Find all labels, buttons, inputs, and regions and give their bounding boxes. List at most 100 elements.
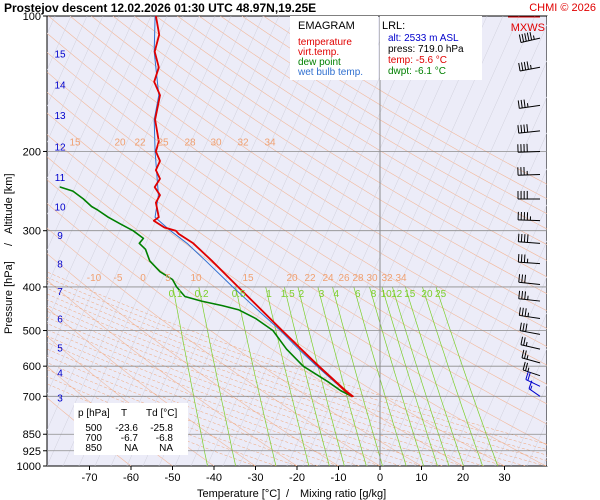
altitude-tick-label: 14 [54,81,66,92]
reference-line [47,16,216,395]
info-press: press: 719.0 hPa [388,44,464,55]
table-header: T [121,408,127,419]
y-tick-label: 100 [23,11,41,23]
theta-label: 15 [69,137,81,148]
wind-barb-flag [518,274,521,283]
dry-adiabat-line [91,16,547,312]
table-cell: -6.7 [121,433,139,444]
dry-adiabat-line [47,51,547,385]
wind-barb-flag [517,100,520,109]
reference-line [254,16,456,466]
legend-item-wet-bulb: wet bulb temp. [297,67,363,78]
reference-line [318,16,520,466]
wind-barb-staff [518,130,541,134]
wind-barbs [508,16,541,397]
wind-barb-staff [518,150,541,153]
mixing-ratio-label: 0.1 [169,289,183,300]
reference-line [47,16,136,215]
reference-line [334,16,536,466]
y-tick-label: 925 [23,446,41,458]
reference-line [0,16,23,466]
x-axis-label: Temperature [°C] [197,488,280,500]
wind-barb-staff [518,241,541,244]
altitude-tick-label: 13 [54,111,66,122]
wind-barb-flag [523,234,526,243]
theta-label: 10 [190,273,202,284]
wind-barb-staff [522,369,541,377]
wind-barb-staff [520,344,541,350]
wind-barb-flag [521,274,524,283]
info-title: LRL: [382,20,405,32]
y-tick-label: 200 [23,146,41,158]
altitude-tick-label: 12 [54,143,66,154]
reference-line [47,16,232,431]
moist-adiabat-line [47,276,547,450]
theta-label: 30 [210,137,222,148]
reference-line [78,16,280,466]
moist-adiabat-line [47,282,547,456]
wind-barb-flag [524,274,527,283]
data-table: p [hPa] T Td [°C] 500 -23.6 -25.8 700 -6… [74,403,188,455]
wind-barb-flag [520,233,523,243]
altitude-tick-label: 7 [57,287,63,298]
reference-line [222,16,424,466]
info-box-bg [380,16,482,80]
wind-barb-flag [517,254,520,263]
x-tick-label: -60 [123,472,139,484]
theta-label: 15 [242,273,254,284]
dry-adiabat-line [177,16,547,245]
x-tick-label: 0 [377,472,383,484]
y-axis-label: Pressure [hPa] [3,261,15,334]
theta-label: 32 [381,273,393,284]
x-tick-label: 20 [457,472,469,484]
altitude-tick-label: 10 [54,202,66,213]
y-tick-label: 300 [23,226,41,238]
reference-line [206,16,408,466]
x-tick-label: -70 [82,472,98,484]
x-tick-label: 30 [498,472,510,484]
table-cell: 500 [85,423,102,434]
dry-adiabat-line [112,16,547,295]
reference-line [47,16,248,466]
wind-barb-flag [529,31,533,41]
wind-barb-flag [521,291,524,300]
reference-line [94,16,296,466]
series-line-temperature [152,16,354,398]
reference-line [494,348,547,466]
wind-barb-half [526,355,529,360]
dry-adiabat-line [47,71,547,405]
wind-barb-flag [526,124,529,133]
legend-item-virt-temp: virt.temp. [298,47,339,58]
wind-barb-staff [528,388,541,397]
wind-barb-flag [524,308,527,317]
mixing-ratio-label: 10 [381,289,393,300]
wind-barb-staff [518,173,541,176]
x-tick-label: 10 [415,472,427,484]
dry-adiabat-line [47,91,547,425]
reference-line [286,16,488,466]
wind-barb-flag [525,362,529,371]
theta-label: 28 [352,273,364,284]
reference-line [47,16,168,287]
x-tick-label: -40 [206,472,222,484]
wind-barb-staff [525,379,541,387]
wind-barb-half [527,312,530,317]
x-axis-title: Temperature [°C] / Mixing ratio [g/kg] [197,488,386,500]
altitude-tick-label: 15 [54,49,66,60]
reference-line [478,312,547,466]
mixing-ratio-label: 12 [391,289,403,300]
series-line-dew-point [59,186,353,398]
table-cell: -23.6 [115,423,138,434]
x-axis-label-mixing: Mixing ratio [g/kg] [300,488,386,500]
mixing-ratio-label: 4 [333,289,339,300]
wind-barb-flag [523,254,526,263]
theta-label: 25 [157,137,169,148]
legend: EMAGRAM temperature virt.temp. dew point… [290,16,378,80]
reference-line [270,16,472,466]
table-cell: NA [159,443,173,454]
series-group [59,16,354,398]
dry-adiabat-line [69,16,547,329]
wind-barb-flag [520,254,523,263]
reference-line [190,16,392,466]
